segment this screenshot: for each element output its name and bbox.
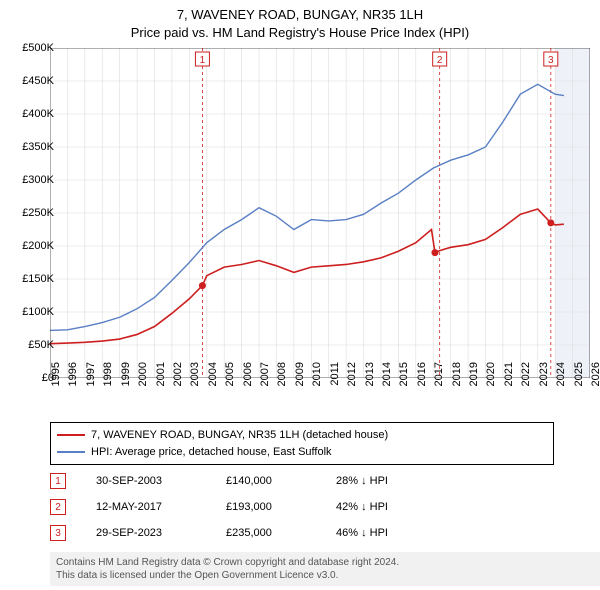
x-tick-label: 1995: [50, 362, 62, 402]
legend: 7, WAVENEY ROAD, BUNGAY, NR35 1LH (detac…: [50, 422, 554, 465]
x-tick-label: 2012: [346, 362, 358, 402]
x-tick-label: 2016: [416, 362, 428, 402]
x-tick-label: 2023: [538, 362, 550, 402]
legend-label-2: HPI: Average price, detached house, East…: [91, 444, 332, 461]
x-tick-label: 2017: [433, 362, 445, 402]
x-tick-label: 2003: [189, 362, 201, 402]
x-tick-label: 2011: [329, 362, 341, 402]
x-tick-label: 2026: [590, 362, 600, 402]
x-tick-label: 2006: [242, 362, 254, 402]
x-tick-label: 1998: [102, 362, 114, 402]
y-tick-label: £100K: [8, 306, 54, 318]
footer-attribution: Contains HM Land Registry data © Crown c…: [50, 552, 600, 586]
x-tick-label: 2000: [137, 362, 149, 402]
y-tick-label: £250K: [8, 207, 54, 219]
x-tick-label: 2021: [503, 362, 515, 402]
y-tick-label: £50K: [8, 339, 54, 351]
y-tick-label: £0: [8, 372, 54, 384]
markers-table: 1 30-SEP-2003 £140,000 28% ↓ HPI 2 12-MAY-201…: [50, 468, 426, 546]
title-line-1: 7, WAVENEY ROAD, BUNGAY, NR35 1LH: [0, 6, 600, 24]
x-tick-label: 2007: [259, 362, 271, 402]
marker-date: 12-MAY-2017: [96, 501, 196, 513]
svg-text:2: 2: [437, 55, 443, 66]
x-tick-label: 2015: [398, 362, 410, 402]
chart-title: 7, WAVENEY ROAD, BUNGAY, NR35 1LH Price …: [0, 0, 600, 42]
marker-row: 3 29-SEP-2023 £235,000 46% ↓ HPI: [50, 520, 426, 546]
x-tick-label: 2005: [224, 362, 236, 402]
marker-delta: 28% ↓ HPI: [336, 475, 426, 487]
marker-row: 1 30-SEP-2003 £140,000 28% ↓ HPI: [50, 468, 426, 494]
x-tick-label: 2010: [311, 362, 323, 402]
line-chart: 1 2 3: [50, 48, 590, 378]
marker-date: 29-SEP-2023: [96, 527, 196, 539]
x-tick-label: 2014: [381, 362, 393, 402]
x-tick-label: 2009: [294, 362, 306, 402]
marker-delta: 42% ↓ HPI: [336, 501, 426, 513]
y-tick-label: £150K: [8, 273, 54, 285]
x-tick-label: 2013: [364, 362, 376, 402]
marker-price: £235,000: [226, 527, 306, 539]
x-tick-label: 2019: [468, 362, 480, 402]
x-tick-label: 2020: [485, 362, 497, 402]
legend-swatch-2: [57, 451, 85, 453]
marker-delta: 46% ↓ HPI: [336, 527, 426, 539]
x-tick-label: 2002: [172, 362, 184, 402]
marker-number-box: 1: [50, 473, 66, 489]
y-tick-label: £500K: [8, 42, 54, 54]
x-tick-label: 1997: [85, 362, 97, 402]
legend-swatch-1: [57, 434, 85, 436]
footer-line-1: Contains HM Land Registry data © Crown c…: [56, 556, 596, 569]
legend-item-1: 7, WAVENEY ROAD, BUNGAY, NR35 1LH (detac…: [57, 427, 547, 444]
y-tick-label: £450K: [8, 75, 54, 87]
svg-text:3: 3: [548, 55, 554, 66]
marker-price: £140,000: [226, 475, 306, 487]
marker-date: 30-SEP-2003: [96, 475, 196, 487]
x-tick-label: 2022: [520, 362, 532, 402]
marker-row: 2 12-MAY-2017 £193,000 42% ↓ HPI: [50, 494, 426, 520]
x-tick-label: 1996: [67, 362, 79, 402]
svg-text:1: 1: [200, 55, 206, 66]
x-tick-label: 2025: [573, 362, 585, 402]
x-tick-label: 1999: [120, 362, 132, 402]
marker-number-box: 2: [50, 499, 66, 515]
y-tick-label: £350K: [8, 141, 54, 153]
x-tick-label: 2008: [276, 362, 288, 402]
x-tick-label: 2024: [555, 362, 567, 402]
marker-number-box: 3: [50, 525, 66, 541]
x-tick-label: 2001: [155, 362, 167, 402]
title-line-2: Price paid vs. HM Land Registry's House …: [0, 24, 600, 42]
y-tick-label: £400K: [8, 108, 54, 120]
footer-line-2: This data is licensed under the Open Gov…: [56, 569, 596, 582]
legend-label-1: 7, WAVENEY ROAD, BUNGAY, NR35 1LH (detac…: [91, 427, 388, 444]
x-tick-label: 2018: [451, 362, 463, 402]
y-tick-label: £200K: [8, 240, 54, 252]
legend-item-2: HPI: Average price, detached house, East…: [57, 444, 547, 461]
marker-price: £193,000: [226, 501, 306, 513]
chart-container: 7, WAVENEY ROAD, BUNGAY, NR35 1LH Price …: [0, 0, 600, 590]
y-tick-label: £300K: [8, 174, 54, 186]
x-tick-label: 2004: [207, 362, 219, 402]
